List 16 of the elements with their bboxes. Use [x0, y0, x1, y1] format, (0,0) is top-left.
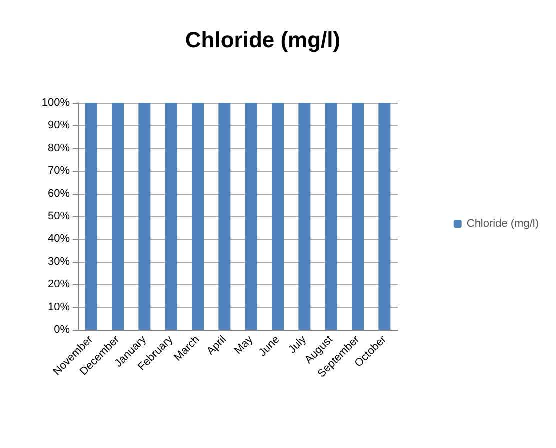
y-tick-label: 70% [48, 165, 70, 178]
y-tick-label: 60% [48, 188, 70, 200]
y-tick-label: 100% [42, 97, 70, 109]
x-tick-label: July [286, 333, 310, 356]
y-tick-label: 20% [48, 278, 70, 291]
y-tick-label: 50% [48, 210, 70, 222]
y-tick-label: 30% [48, 256, 70, 268]
chart-title: Chloride (mg/l) [185, 28, 341, 52]
y-tick-label: 40% [48, 233, 70, 246]
x-tick-label: May [232, 333, 256, 357]
x-tick-label: June [256, 334, 282, 360]
legend-label: Chloride (mg/l) [466, 218, 540, 230]
y-tick-label: 90% [48, 120, 70, 132]
y-tick-label: 80% [48, 142, 70, 154]
y-tick-label: 10% [48, 301, 70, 314]
y-tick-label: 0% [54, 324, 70, 336]
